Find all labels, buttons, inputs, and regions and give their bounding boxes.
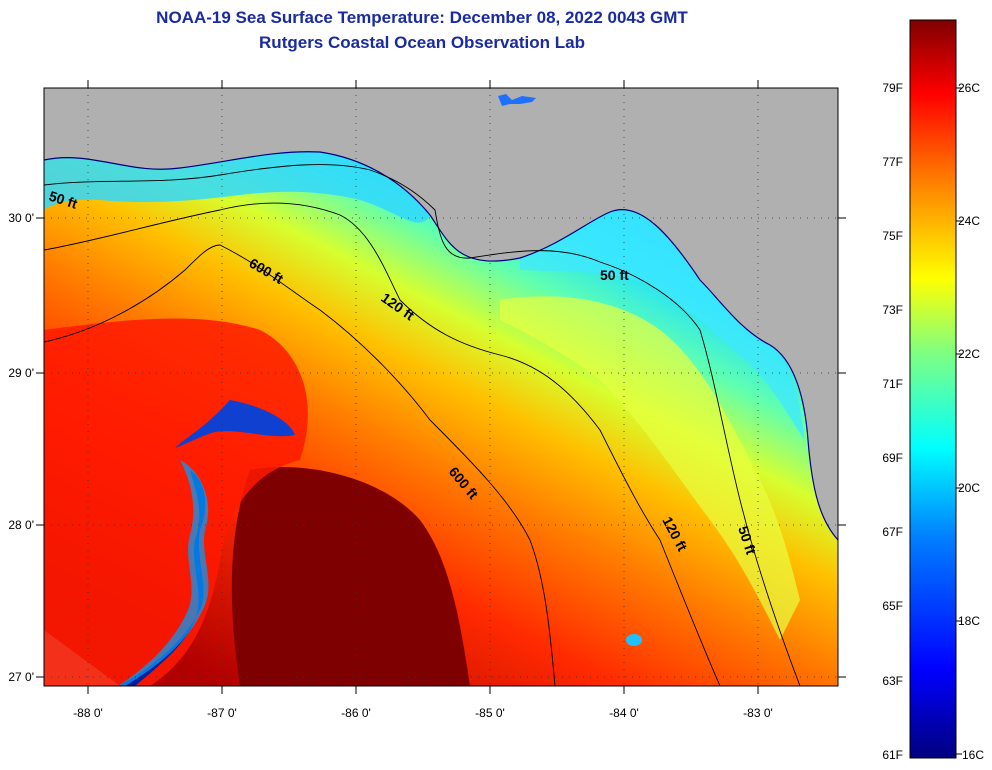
colorbar-f-label: 79F xyxy=(882,81,903,95)
lon-tick-label: -85 0' xyxy=(475,706,505,720)
lon-tick-label: -84 0' xyxy=(609,706,639,720)
colorbar-f-label: 67F xyxy=(882,525,903,539)
contour-600ft xyxy=(44,244,556,686)
colorbar-f-label: 71F xyxy=(882,377,903,391)
colorbar-celsius-ticks xyxy=(956,87,962,755)
coastline xyxy=(44,151,838,541)
colorbar-c-label: 22C xyxy=(958,347,980,361)
lon-tick-label: -88 0' xyxy=(73,706,103,720)
lon-tick-label: -83 0' xyxy=(743,706,773,720)
warm-core-region xyxy=(231,467,470,686)
cold-filament xyxy=(118,460,209,686)
cold-spot xyxy=(626,634,642,646)
axis-ticks xyxy=(36,80,846,694)
shelf-warm-band xyxy=(500,296,800,640)
lat-tick-label: 27 0' xyxy=(8,670,34,684)
colorbar-celsius-labels: 26C 24C 22C 20C 18C 16C xyxy=(958,81,984,762)
colorbar-f-label: 69F xyxy=(882,451,903,465)
colorbar-c-label: 20C xyxy=(958,481,980,495)
colorbar-c-label: 18C xyxy=(958,614,980,628)
colorbar xyxy=(909,19,957,759)
lat-tick-label: 30 0' xyxy=(8,211,34,225)
colorbar-fahrenheit-labels: 79F 77F 75F 73F 71F 69F 67F 65F 63F 61F xyxy=(882,81,903,762)
lon-tick-label: -87 0' xyxy=(207,706,237,720)
map-title: NOAA-19 Sea Surface Temperature: Decembe… xyxy=(156,8,688,27)
colorbar-c-label: 16C xyxy=(962,748,984,762)
colorbar-f-label: 61F xyxy=(882,748,903,762)
colorbar-f-label: 75F xyxy=(882,229,903,243)
map-frame xyxy=(43,87,839,687)
colorbar-f-label: 63F xyxy=(882,674,903,688)
latitude-labels: 30 0' 29 0' 28 0' 27 0' xyxy=(8,211,34,684)
colorbar-f-label: 65F xyxy=(882,599,903,613)
longitude-labels: -88 0' -87 0' -86 0' -85 0' -84 0' -83 0… xyxy=(73,706,773,720)
contour-50ft xyxy=(44,164,801,686)
contour-120ft xyxy=(44,202,721,686)
colorbar-f-label: 73F xyxy=(882,303,903,317)
colorbar-c-label: 26C xyxy=(958,81,980,95)
contour-label: 50 ft xyxy=(600,267,629,283)
lat-tick-label: 29 0' xyxy=(8,366,34,380)
cold-filament xyxy=(175,400,295,448)
shelf-cool-band xyxy=(520,209,805,440)
lon-tick-label: -86 0' xyxy=(341,706,371,720)
lake xyxy=(498,94,536,106)
nearshore-cool-band xyxy=(44,151,430,223)
map-panel: 50 ft 50 ft 50 ft 120 ft 120 ft 600 ft 6… xyxy=(44,88,838,686)
colorbar-f-label: 77F xyxy=(882,155,903,169)
colorbar-c-label: 24C xyxy=(958,214,980,228)
lat-tick-label: 28 0' xyxy=(8,518,34,532)
map-subtitle: Rutgers Coastal Ocean Observation Lab xyxy=(259,33,585,52)
